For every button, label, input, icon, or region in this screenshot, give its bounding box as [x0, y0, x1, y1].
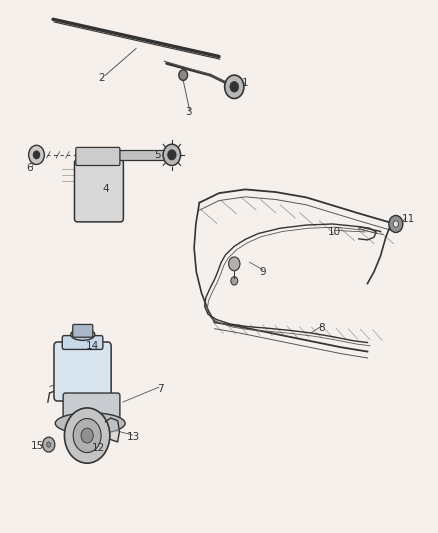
FancyBboxPatch shape: [74, 160, 124, 222]
Text: 10: 10: [328, 227, 341, 237]
Text: 15: 15: [31, 441, 44, 451]
Text: 9: 9: [259, 267, 266, 277]
Text: 5: 5: [155, 150, 161, 160]
Text: 11: 11: [402, 214, 416, 224]
Text: 8: 8: [318, 322, 325, 333]
Text: 4: 4: [102, 184, 109, 195]
Text: 13: 13: [127, 432, 141, 442]
Circle shape: [64, 408, 110, 463]
Text: 12: 12: [92, 443, 106, 453]
Circle shape: [163, 144, 180, 165]
Circle shape: [42, 437, 55, 452]
FancyBboxPatch shape: [62, 336, 103, 350]
Circle shape: [393, 221, 399, 227]
Text: 14: 14: [86, 341, 99, 351]
Circle shape: [389, 215, 403, 232]
Circle shape: [229, 257, 240, 271]
Circle shape: [230, 82, 239, 92]
Ellipse shape: [71, 329, 95, 341]
Text: 2: 2: [98, 73, 104, 83]
Ellipse shape: [55, 413, 125, 434]
FancyBboxPatch shape: [63, 393, 120, 426]
Circle shape: [179, 70, 187, 80]
FancyBboxPatch shape: [119, 150, 169, 160]
Text: 6: 6: [26, 163, 32, 173]
FancyBboxPatch shape: [54, 342, 111, 401]
FancyBboxPatch shape: [76, 148, 120, 165]
Circle shape: [168, 150, 176, 160]
Text: 3: 3: [185, 107, 192, 117]
Circle shape: [46, 442, 51, 447]
Circle shape: [225, 75, 244, 99]
Circle shape: [73, 418, 101, 453]
Polygon shape: [106, 418, 120, 442]
FancyBboxPatch shape: [73, 325, 93, 337]
Text: 7: 7: [157, 384, 163, 394]
Circle shape: [33, 151, 39, 159]
Circle shape: [81, 428, 93, 443]
Circle shape: [28, 146, 44, 165]
Circle shape: [231, 277, 238, 285]
Text: 1: 1: [242, 78, 248, 88]
